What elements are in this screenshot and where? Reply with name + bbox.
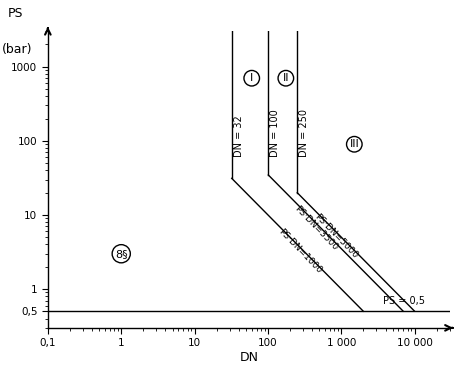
- X-axis label: DN: DN: [239, 351, 258, 364]
- Text: II: II: [283, 73, 289, 83]
- Text: III: III: [349, 139, 359, 149]
- Text: PS·DN=3500: PS·DN=3500: [293, 204, 340, 252]
- Text: 8§: 8§: [115, 249, 128, 259]
- Text: I: I: [250, 73, 253, 83]
- Text: PS: PS: [8, 7, 23, 20]
- Text: PS·DN=1000: PS·DN=1000: [276, 227, 323, 276]
- Text: DN = 100: DN = 100: [270, 109, 280, 157]
- Text: (bar): (bar): [2, 43, 32, 56]
- Text: DN = 32: DN = 32: [234, 115, 244, 157]
- Text: PS·DN=5000: PS·DN=5000: [312, 212, 359, 260]
- Text: DN = 250: DN = 250: [299, 109, 309, 157]
- Text: PS = 0,5: PS = 0,5: [384, 296, 425, 306]
